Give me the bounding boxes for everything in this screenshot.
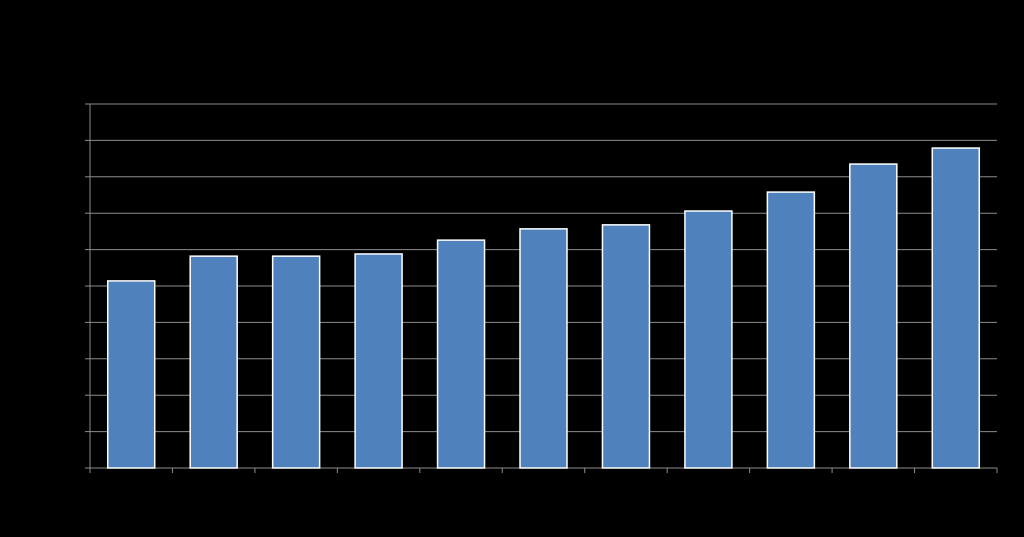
- bar: [354, 253, 403, 469]
- bar: [601, 224, 651, 469]
- bar: [519, 228, 568, 469]
- bar: [931, 147, 981, 469]
- bar: [849, 163, 898, 469]
- bar: [271, 255, 321, 469]
- bar: [684, 210, 733, 469]
- bar: [766, 191, 816, 469]
- bar: [106, 280, 156, 469]
- bar: [436, 239, 486, 469]
- bar: [189, 255, 238, 469]
